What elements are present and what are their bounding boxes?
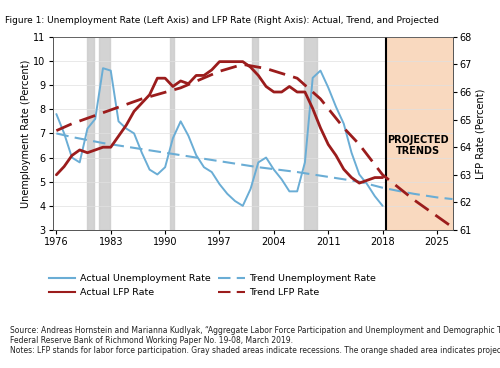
Bar [99, 37, 110, 230]
Bar [304, 37, 316, 230]
Text: Federal Reserve Bank of Richmond Working Paper No. 19-08, March 2019.: Federal Reserve Bank of Richmond Working… [10, 336, 293, 345]
Text: Source: Andreas Hornstein and Marianna Kudlyak, “Aggregate Labor Force Participa: Source: Andreas Hornstein and Marianna K… [10, 326, 500, 335]
Y-axis label: LFP Rate (Percent): LFP Rate (Percent) [476, 88, 486, 178]
Bar [386, 37, 452, 230]
Text: Figure 1: Unemployment Rate (Left Axis) and LFP Rate (Right Axis): Actual, Trend: Figure 1: Unemployment Rate (Left Axis) … [5, 16, 439, 25]
Bar [252, 37, 258, 230]
Bar [170, 37, 174, 230]
Text: PROJECTED
TRENDS: PROJECTED TRENDS [386, 135, 448, 156]
Y-axis label: Unemployment Rate (Percent): Unemployment Rate (Percent) [20, 59, 30, 208]
Bar [88, 37, 94, 230]
Legend: Actual Unemployment Rate, Actual LFP Rate, Trend Unemployment Rate, Trend LFP Ra: Actual Unemployment Rate, Actual LFP Rat… [45, 270, 380, 301]
Text: Notes: LFP stands for labor force participation. Gray shaded areas indicate rece: Notes: LFP stands for labor force partic… [10, 346, 500, 355]
